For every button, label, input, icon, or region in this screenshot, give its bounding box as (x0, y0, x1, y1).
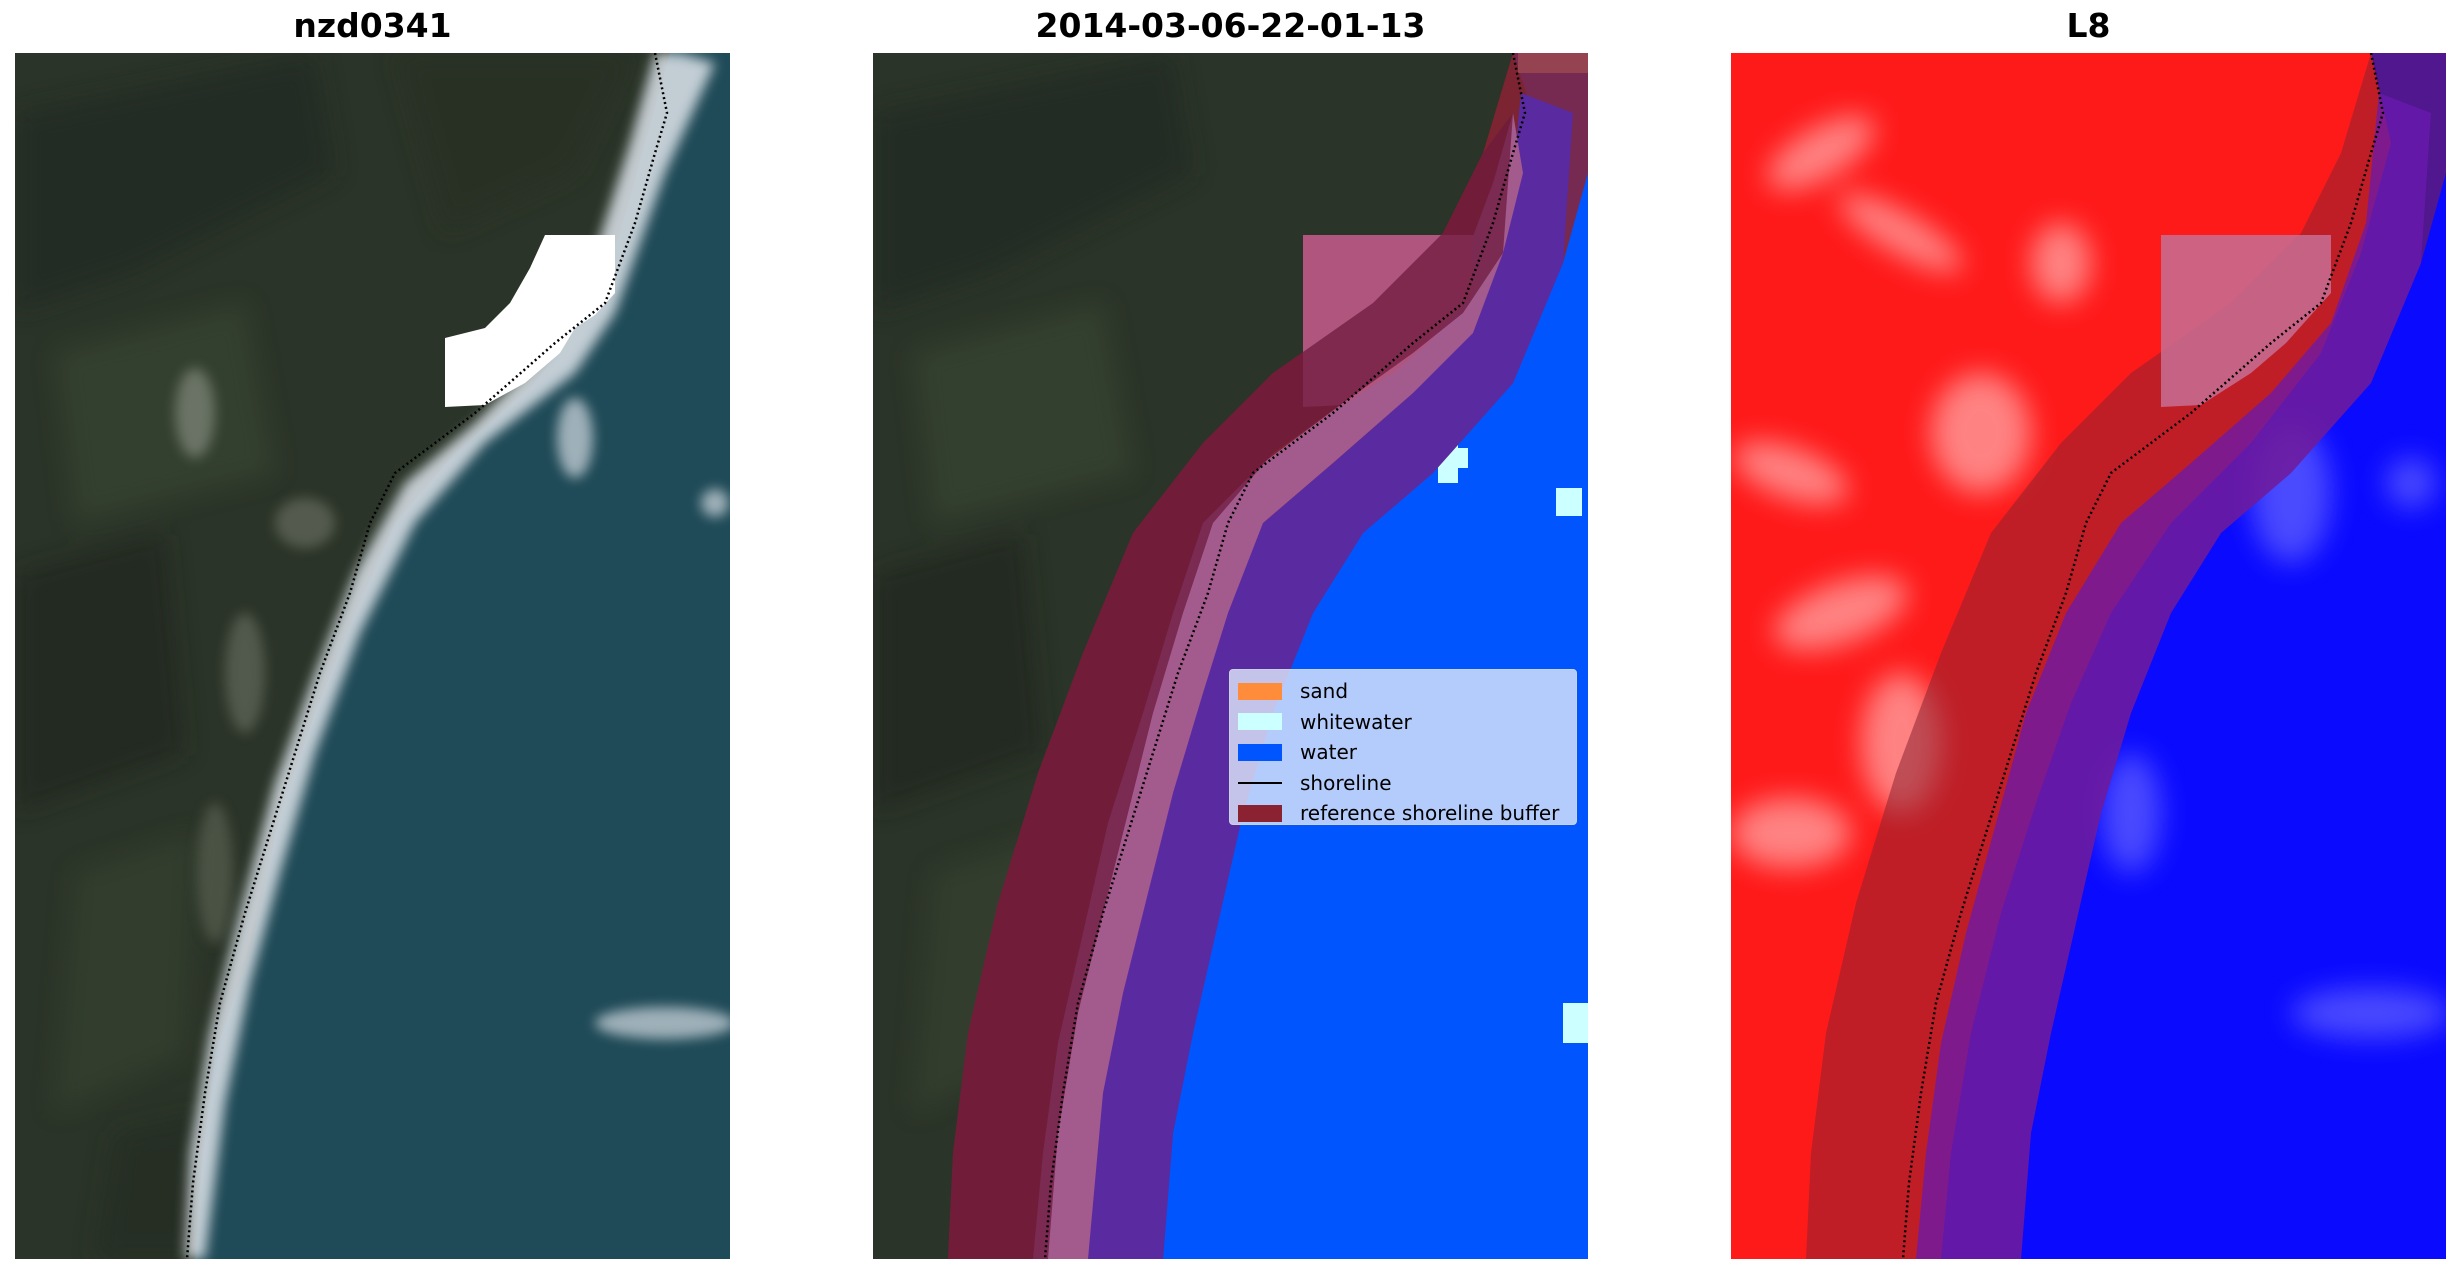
buffer-over-surf (1033, 113, 1523, 1259)
legend-item-water: water (1238, 737, 1568, 768)
panel-title-index: L8 (2066, 6, 2111, 45)
surf-zone (185, 53, 715, 1259)
legend-swatch-whitewater (1238, 713, 1282, 731)
index-image-panel (1731, 53, 2446, 1259)
rgb-image (15, 53, 730, 1259)
buffer-over-water (1916, 93, 2431, 1259)
legend-swatch-water (1238, 743, 1282, 761)
settlement-texture (175, 368, 335, 943)
legend-item-shoreline: shoreline (1238, 768, 1568, 799)
index-image (1731, 53, 2446, 1259)
foam-patches (557, 398, 730, 1039)
shoreline (185, 53, 669, 1259)
legend-item-whitewater: whitewater (1238, 707, 1568, 738)
legend-label: sand (1300, 679, 1349, 704)
buffer-over-water (1058, 93, 1573, 1259)
legend-swatch-buffer (1238, 804, 1282, 822)
panel-title-classified: 2014-03-06-22-01-13 (1035, 6, 1426, 45)
classified-image (873, 53, 1588, 1259)
legend-label: whitewater (1300, 709, 1412, 734)
shoreline (1043, 53, 1527, 1259)
cloud-mask-region (2161, 235, 2331, 407)
rgb-image-panel (15, 53, 730, 1259)
legend-label: water (1300, 740, 1357, 765)
panel-title-rgb: nzd0341 (293, 6, 452, 45)
water-class (1133, 53, 1588, 1259)
classified-image-panel (873, 53, 1588, 1259)
sea-area (195, 53, 730, 1259)
legend-label: reference shoreline buffer (1300, 801, 1560, 826)
legend-swatch-sand (1238, 682, 1282, 700)
legend-item-sand: sand (1238, 676, 1568, 707)
cloud-mask (445, 235, 615, 407)
water-index-texture (2101, 423, 2446, 1038)
buffer-over-land (948, 113, 1513, 1259)
shoreline (1901, 53, 2385, 1259)
legend: sand whitewater water shoreline referenc… (1229, 669, 1577, 825)
legend-item-buffer: reference shoreline buffer (1238, 798, 1568, 829)
legend-label: shoreline (1300, 770, 1392, 795)
land-texture (15, 53, 635, 1259)
legend-line-shoreline (1238, 781, 1282, 784)
